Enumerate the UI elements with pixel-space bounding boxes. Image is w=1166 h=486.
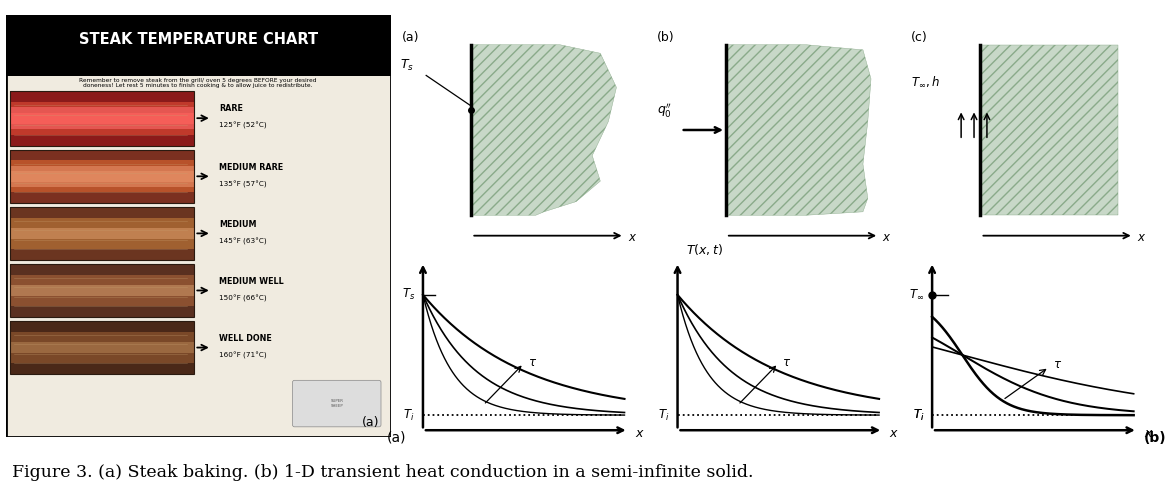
FancyBboxPatch shape xyxy=(9,306,195,317)
Text: STEAK TEMPERATURE CHART: STEAK TEMPERATURE CHART xyxy=(78,33,318,48)
FancyBboxPatch shape xyxy=(9,228,195,239)
Text: $q_0''$: $q_0''$ xyxy=(656,101,672,119)
FancyBboxPatch shape xyxy=(9,353,195,364)
Text: $T_s$: $T_s$ xyxy=(401,287,415,302)
Text: (a): (a) xyxy=(361,416,379,429)
FancyBboxPatch shape xyxy=(9,239,195,249)
FancyBboxPatch shape xyxy=(9,275,195,285)
FancyBboxPatch shape xyxy=(9,332,195,342)
Text: $x$: $x$ xyxy=(890,427,899,440)
Text: $T_i$: $T_i$ xyxy=(913,408,923,423)
Text: 160°F (71°C): 160°F (71°C) xyxy=(219,351,267,359)
Text: $T_\infty,h$: $T_\infty,h$ xyxy=(911,75,940,89)
Text: Figure 3. (a) Steak baking. (b) 1-D transient heat conduction in a semi-infinite: Figure 3. (a) Steak baking. (b) 1-D tran… xyxy=(12,464,753,481)
Polygon shape xyxy=(471,45,617,215)
FancyBboxPatch shape xyxy=(9,249,195,260)
FancyBboxPatch shape xyxy=(9,342,195,353)
Text: (a): (a) xyxy=(402,31,420,44)
Polygon shape xyxy=(726,45,871,215)
FancyBboxPatch shape xyxy=(9,285,195,296)
Text: 135°F (57°C): 135°F (57°C) xyxy=(219,180,267,188)
Text: (b): (b) xyxy=(1144,431,1166,445)
Text: MEDIUM WELL: MEDIUM WELL xyxy=(219,277,285,286)
FancyBboxPatch shape xyxy=(9,123,195,135)
Text: $x$: $x$ xyxy=(1137,231,1146,244)
FancyBboxPatch shape xyxy=(9,182,195,192)
Text: (b): (b) xyxy=(656,31,674,44)
Text: MEDIUM RARE: MEDIUM RARE xyxy=(219,162,283,172)
Text: MEDIUM: MEDIUM xyxy=(219,220,257,228)
Text: $T_\infty$: $T_\infty$ xyxy=(908,288,923,301)
FancyBboxPatch shape xyxy=(9,321,195,332)
FancyBboxPatch shape xyxy=(9,102,195,113)
Text: 125°F (52°C): 125°F (52°C) xyxy=(219,122,267,129)
Text: $T_i$: $T_i$ xyxy=(658,408,669,423)
Text: $x$: $x$ xyxy=(627,231,637,244)
FancyBboxPatch shape xyxy=(6,15,391,437)
FancyBboxPatch shape xyxy=(9,364,195,374)
Text: $\tau$: $\tau$ xyxy=(1053,358,1062,370)
Text: $x$: $x$ xyxy=(634,427,645,440)
Text: 150°F (66°C): 150°F (66°C) xyxy=(219,295,267,302)
FancyBboxPatch shape xyxy=(9,264,195,275)
Text: $\tau$: $\tau$ xyxy=(528,356,536,369)
Text: WELL DONE: WELL DONE xyxy=(219,334,272,343)
Polygon shape xyxy=(981,45,1117,215)
FancyBboxPatch shape xyxy=(9,171,195,182)
FancyBboxPatch shape xyxy=(293,381,381,427)
Text: Remember to remove steak from the grill/ oven 5 degrees BEFORE your desired
done: Remember to remove steak from the grill/… xyxy=(79,78,317,88)
Text: $T_i$: $T_i$ xyxy=(403,408,415,423)
Text: $T_i$: $T_i$ xyxy=(913,408,923,423)
Text: RARE: RARE xyxy=(219,104,244,113)
FancyBboxPatch shape xyxy=(9,107,195,129)
Text: $T(x, t)$: $T(x, t)$ xyxy=(686,242,723,257)
FancyBboxPatch shape xyxy=(9,91,195,102)
Text: $\tau$: $\tau$ xyxy=(782,356,792,369)
FancyBboxPatch shape xyxy=(9,218,195,228)
FancyBboxPatch shape xyxy=(9,207,195,218)
FancyBboxPatch shape xyxy=(9,113,195,123)
Text: $x$: $x$ xyxy=(883,231,892,244)
FancyBboxPatch shape xyxy=(9,192,195,203)
Text: $x$: $x$ xyxy=(1144,427,1153,440)
FancyBboxPatch shape xyxy=(9,160,195,171)
Text: $T_s$: $T_s$ xyxy=(400,58,414,73)
Text: 145°F (63°C): 145°F (63°C) xyxy=(219,237,267,244)
Text: (a): (a) xyxy=(387,431,406,445)
FancyBboxPatch shape xyxy=(9,166,195,187)
FancyBboxPatch shape xyxy=(9,135,195,146)
Text: SUPER
SHEEP: SUPER SHEEP xyxy=(330,399,343,408)
Text: Cook perfect steaks every time!: Cook perfect steaks every time! xyxy=(131,63,266,72)
Text: (c): (c) xyxy=(911,31,928,44)
FancyBboxPatch shape xyxy=(6,15,391,76)
FancyBboxPatch shape xyxy=(9,296,195,306)
FancyBboxPatch shape xyxy=(9,150,195,160)
